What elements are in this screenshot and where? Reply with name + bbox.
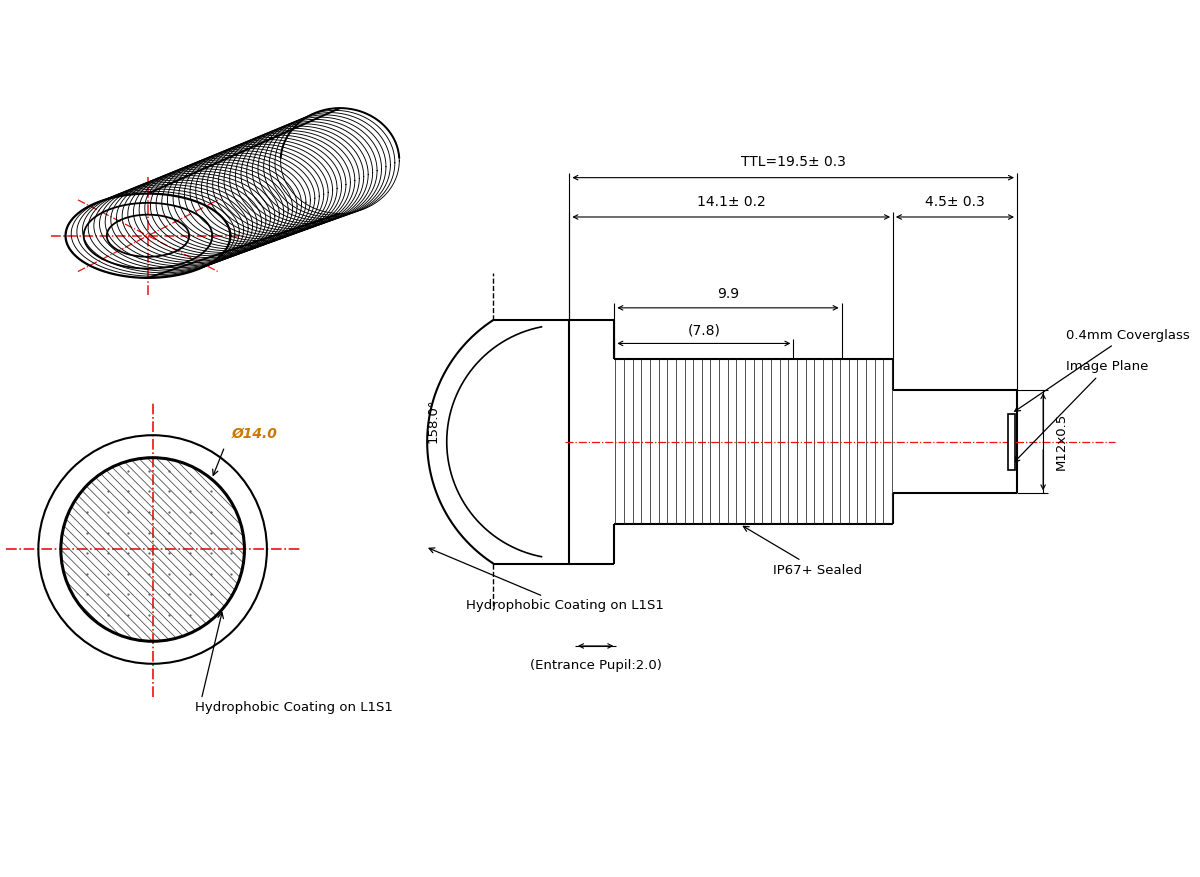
Text: 4.5± 0.3: 4.5± 0.3: [925, 196, 985, 210]
Text: Hydrophobic Coating on L1S1: Hydrophobic Coating on L1S1: [194, 702, 392, 714]
Text: (7.8): (7.8): [688, 324, 720, 338]
Text: M12x0.5: M12x0.5: [1055, 413, 1067, 470]
Text: IP67+ Sealed: IP67+ Sealed: [743, 526, 862, 576]
Text: (Entrance Pupil:2.0): (Entrance Pupil:2.0): [529, 660, 661, 672]
Text: Hydrophobic Coating on L1S1: Hydrophobic Coating on L1S1: [430, 548, 665, 612]
Text: 9.9: 9.9: [716, 288, 739, 302]
Text: 158.0°: 158.0°: [426, 399, 439, 444]
Text: TTL=19.5± 0.3: TTL=19.5± 0.3: [740, 155, 846, 169]
Text: 0.4mm Coverglass: 0.4mm Coverglass: [1015, 329, 1189, 411]
Circle shape: [61, 459, 244, 640]
Text: Image Plane: Image Plane: [1014, 360, 1148, 462]
Text: Ø14.0: Ø14.0: [232, 427, 277, 441]
Bar: [1008, 414, 1015, 470]
Text: 14.1± 0.2: 14.1± 0.2: [697, 196, 766, 210]
